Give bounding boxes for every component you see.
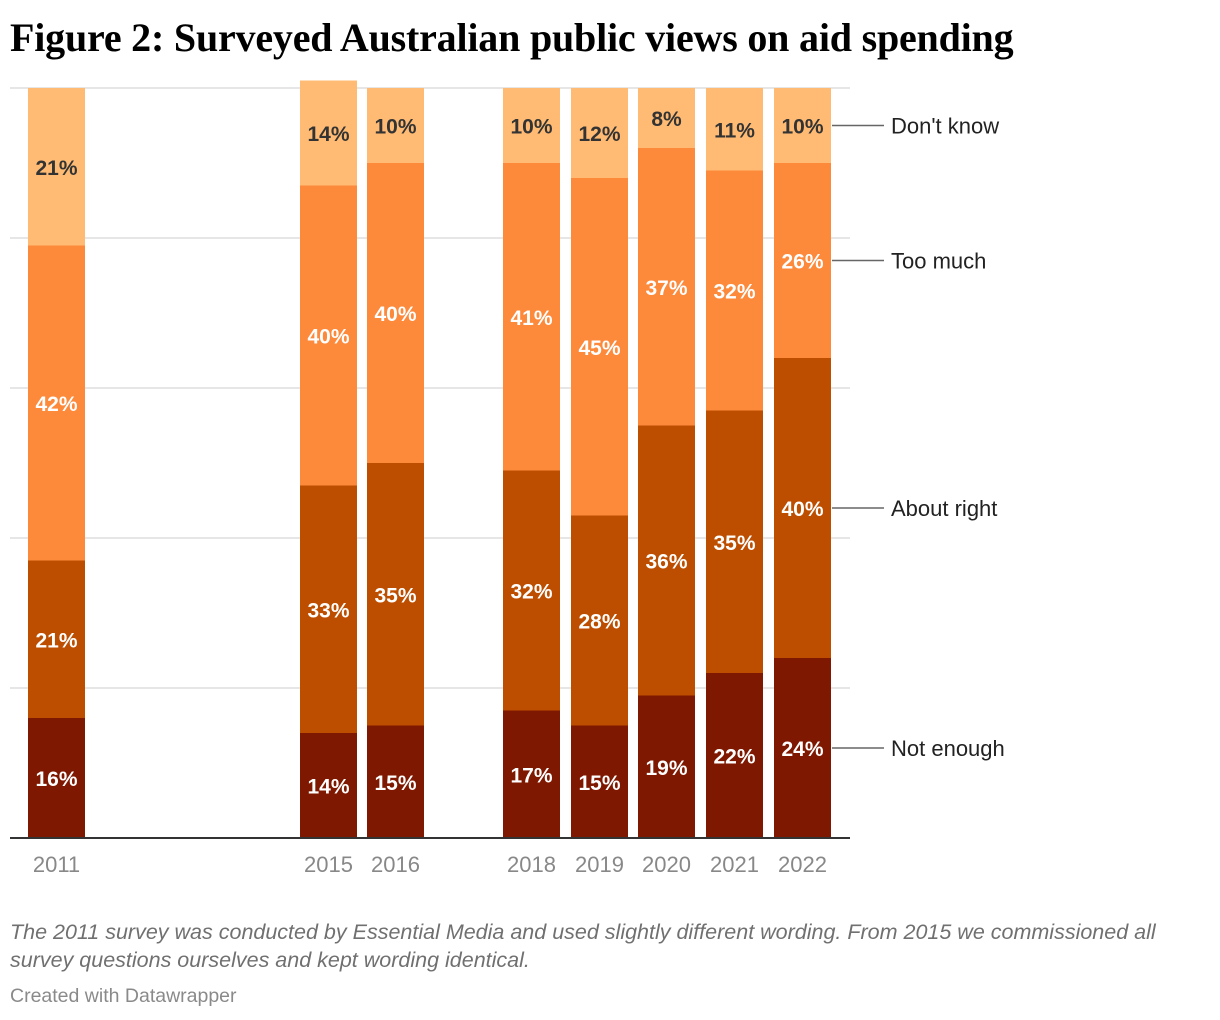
bar-dont-know-2022 bbox=[774, 88, 831, 163]
data-label-not-enough-2016: 15% bbox=[374, 772, 416, 795]
legend-label-about-right: About right bbox=[891, 496, 997, 521]
bar-not-enough-2011 bbox=[28, 718, 85, 838]
data-label-about-right-2016: 35% bbox=[374, 584, 416, 607]
bar-dont-know-2020 bbox=[638, 88, 695, 148]
bar-about-right-2022 bbox=[774, 358, 831, 658]
bar-not-enough-2020 bbox=[638, 695, 695, 838]
bar-about-right-2019 bbox=[571, 515, 628, 726]
data-label-dont-know-2019: 12% bbox=[578, 123, 620, 146]
data-label-too-much-2018: 41% bbox=[510, 307, 552, 330]
x-axis: 2011 2015 2016 2018 2019 2020 2021 2022 bbox=[10, 837, 850, 877]
data-label-not-enough-2011: 16% bbox=[35, 768, 77, 791]
data-label-dont-know-2011: 21% bbox=[35, 157, 77, 180]
x-tick-label-2015: 2015 bbox=[304, 852, 353, 877]
legend-label-dont-know: Don't know bbox=[891, 114, 999, 139]
data-label-about-right-2020: 36% bbox=[645, 551, 687, 574]
data-label-about-right-2022: 40% bbox=[781, 498, 823, 521]
legend: Not enough About right Too much Don't know bbox=[832, 114, 1005, 761]
bar-too-much-2016 bbox=[367, 163, 424, 463]
bar-dont-know-2016 bbox=[367, 88, 424, 163]
bar-too-much-2018 bbox=[503, 163, 560, 471]
data-label-not-enough-2015: 14% bbox=[307, 776, 349, 799]
bar-about-right-2016 bbox=[367, 463, 424, 726]
x-tick-label-2011: 2011 bbox=[33, 852, 80, 877]
data-label-too-much-2022: 26% bbox=[781, 251, 823, 274]
bar-not-enough-2015 bbox=[300, 733, 357, 838]
bar-too-much-2021 bbox=[706, 170, 763, 411]
data-label-too-much-2019: 45% bbox=[578, 337, 620, 360]
chart-title: Figure 2: Surveyed Australian public vie… bbox=[10, 15, 1014, 60]
x-tick-label-2016: 2016 bbox=[371, 852, 420, 877]
bar-not-enough-2019 bbox=[571, 725, 628, 838]
bar-not-enough-2018 bbox=[503, 710, 560, 838]
credit-line: Created with Datawrapper bbox=[10, 985, 237, 1007]
bar-dont-know-2011 bbox=[28, 88, 85, 246]
bar-dont-know-2021 bbox=[706, 88, 763, 171]
data-label-not-enough-2022: 24% bbox=[781, 738, 823, 761]
data-label-not-enough-2020: 19% bbox=[645, 757, 687, 780]
bar-not-enough-2016 bbox=[367, 725, 424, 838]
bar-about-right-2020 bbox=[638, 425, 695, 696]
legend-label-too-much: Too much bbox=[891, 249, 986, 274]
bar-dont-know-2015 bbox=[300, 80, 357, 186]
data-label-too-much-2020: 37% bbox=[645, 277, 687, 300]
data-label-too-much-2021: 32% bbox=[713, 281, 755, 304]
data-label-dont-know-2018: 10% bbox=[510, 116, 552, 139]
x-tick-label-2020: 2020 bbox=[642, 852, 691, 877]
bar-too-much-2019 bbox=[571, 178, 628, 516]
x-tick-label-2019: 2019 bbox=[575, 852, 624, 877]
bar-about-right-2021 bbox=[706, 410, 763, 673]
bars bbox=[28, 80, 831, 838]
footnote: The 2011 survey was conducted by Essenti… bbox=[10, 920, 1156, 972]
bar-about-right-2015 bbox=[300, 485, 357, 733]
bar-not-enough-2022 bbox=[774, 658, 831, 838]
data-label-dont-know-2016: 10% bbox=[374, 116, 416, 139]
data-label-not-enough-2019: 15% bbox=[578, 772, 620, 795]
x-tick-label-2022: 2022 bbox=[778, 852, 827, 877]
bar-too-much-2020 bbox=[638, 148, 695, 426]
data-label-about-right-2018: 32% bbox=[510, 581, 552, 604]
bar-too-much-2011 bbox=[28, 245, 85, 561]
segment-labels: 16% 21% 42% 21% 14% 33% 40% 14% 15% 35% 40% 10% 17% 3… bbox=[35, 108, 823, 799]
x-tick-label-2018: 2018 bbox=[507, 852, 556, 877]
data-label-too-much-2015: 40% bbox=[307, 326, 349, 349]
data-label-about-right-2021: 35% bbox=[713, 532, 755, 555]
bar-too-much-2022 bbox=[774, 163, 831, 358]
data-label-too-much-2011: 42% bbox=[35, 393, 77, 416]
data-label-about-right-2015: 33% bbox=[307, 599, 349, 622]
data-label-not-enough-2021: 22% bbox=[713, 746, 755, 769]
data-label-about-right-2011: 21% bbox=[35, 629, 77, 652]
data-label-dont-know-2021: 11% bbox=[714, 119, 755, 142]
bar-about-right-2018 bbox=[503, 470, 560, 711]
data-label-about-right-2019: 28% bbox=[578, 611, 620, 634]
data-label-dont-know-2022: 10% bbox=[781, 116, 823, 139]
data-label-too-much-2016: 40% bbox=[374, 303, 416, 326]
bar-not-enough-2021 bbox=[706, 673, 763, 838]
bar-about-right-2011 bbox=[28, 560, 85, 718]
x-tick-label-2021: 2021 bbox=[710, 852, 759, 877]
stacked-bar-chart: 16% 21% 42% 21% 14% 33% 40% 14% 15% 35% 40% 10% 17% 3… bbox=[10, 80, 1005, 877]
bar-too-much-2015 bbox=[300, 185, 357, 486]
data-label-not-enough-2018: 17% bbox=[510, 764, 552, 787]
data-label-dont-know-2015: 14% bbox=[307, 123, 349, 146]
legend-label-not-enough: Not enough bbox=[891, 736, 1005, 761]
bar-dont-know-2018 bbox=[503, 88, 560, 163]
data-label-dont-know-2020: 8% bbox=[651, 108, 682, 131]
bar-dont-know-2019 bbox=[571, 88, 628, 178]
